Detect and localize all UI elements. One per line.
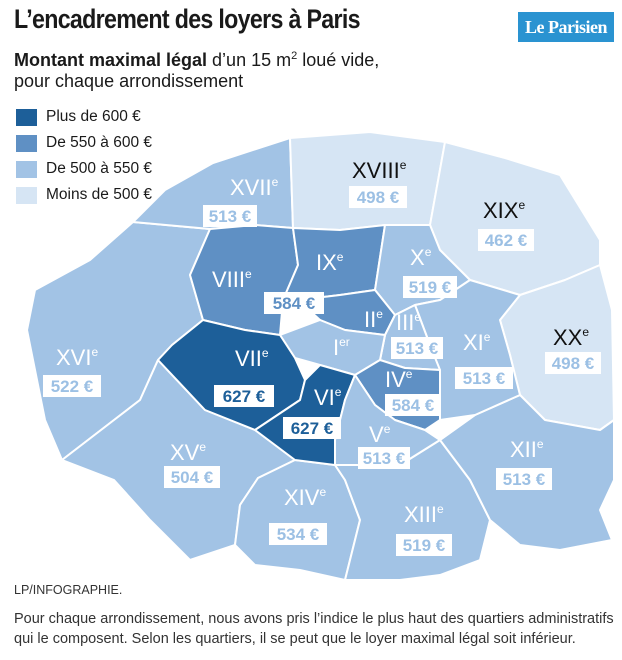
subtitle-text-1-end: loué vide, xyxy=(297,50,380,70)
le-parisien-logo[interactable]: Le Parisien xyxy=(518,12,614,42)
subtitle-line-2: pour chaque arrondissement xyxy=(14,71,244,91)
price-value: 513 € xyxy=(503,470,546,489)
district-label: XXe xyxy=(553,325,589,350)
district-label: XVe xyxy=(170,440,206,465)
price-badge xyxy=(396,534,452,556)
price-badge xyxy=(283,417,341,439)
price-value: 522 € xyxy=(51,377,94,396)
price-value: 584 € xyxy=(392,396,435,415)
price-value: 504 € xyxy=(171,468,214,487)
district-label: IIe xyxy=(364,307,383,332)
price-badge xyxy=(203,205,257,227)
legend-label: De 550 à 600 € xyxy=(46,134,153,151)
legend-swatch xyxy=(16,186,37,204)
logo-text: Le Parisien xyxy=(525,16,608,37)
district-label: XVIIIe xyxy=(352,158,407,183)
price-badge xyxy=(214,385,274,407)
district-6[interactable] xyxy=(254,364,356,466)
price-badge xyxy=(455,367,513,389)
price-value: 519 € xyxy=(409,278,452,297)
legend-label: Plus de 600 € xyxy=(46,108,141,125)
legend-label: De 500 à 550 € xyxy=(46,160,153,177)
footnote: Pour chaque arrondissement, nous avons p… xyxy=(14,611,614,647)
legend-item: Plus de 600 € xyxy=(16,104,152,130)
price-value: 513 € xyxy=(396,339,439,358)
legend-item: Moins de 500 € xyxy=(16,182,152,208)
district-label: IIIe xyxy=(396,310,421,335)
legend-item: De 500 à 550 € xyxy=(16,156,152,182)
price-badge xyxy=(545,352,601,374)
price-value: 513 € xyxy=(209,207,252,226)
price-badge xyxy=(164,466,220,488)
subtitle-bold: Montant maximal légal xyxy=(14,50,208,70)
price-value: 513 € xyxy=(463,369,506,388)
price-value: 513 € xyxy=(363,449,406,468)
price-badge xyxy=(385,394,441,416)
price-value: 534 € xyxy=(277,525,320,544)
district-label: XIVe xyxy=(284,485,326,510)
legend-swatch xyxy=(16,108,37,126)
district-label: XIIe xyxy=(510,437,544,462)
district-label: Xe xyxy=(410,245,432,270)
district-label: XIe xyxy=(463,330,491,355)
price-badge xyxy=(496,468,552,490)
district-label: VIe xyxy=(314,385,342,410)
price-badge xyxy=(349,186,407,208)
credit: LP/INFOGRAPHIE. xyxy=(14,583,123,597)
district-label: VIIe xyxy=(235,346,269,371)
legend-item: De 550 à 600 € xyxy=(16,130,152,156)
price-value: 498 € xyxy=(357,188,400,207)
district-label: Ve xyxy=(369,422,391,447)
price-badge xyxy=(478,229,534,251)
price-badge xyxy=(391,337,443,359)
district-label: IXe xyxy=(316,250,344,275)
district-label: XVIe xyxy=(56,345,98,370)
price-value: 584 € xyxy=(273,294,316,313)
district-label: IVe xyxy=(385,367,413,392)
price-badge xyxy=(269,523,327,545)
price-value: 627 € xyxy=(223,387,266,406)
price-value: 519 € xyxy=(403,536,446,555)
price-badge xyxy=(358,447,410,469)
district-label: XIIIe xyxy=(404,502,444,527)
district-label: VIIIe xyxy=(212,267,252,292)
legend-swatch xyxy=(16,160,37,178)
district-label: XVIIe xyxy=(230,175,279,200)
subtitle: Montant maximal légal d’un 15 m2 loué vi… xyxy=(14,46,434,92)
price-value: 462 € xyxy=(485,231,528,250)
price-badge xyxy=(264,292,324,314)
page-title: L’encadrement des loyers à Paris xyxy=(14,4,361,34)
subtitle-sup: 2 xyxy=(291,50,298,62)
district-label: Ier xyxy=(333,335,350,360)
price-value: 627 € xyxy=(291,419,334,438)
legend-label: Moins de 500 € xyxy=(46,186,152,203)
price-value: 498 € xyxy=(552,354,595,373)
district-label: XIXe xyxy=(483,198,525,223)
legend-swatch xyxy=(16,134,37,152)
legend: Plus de 600 € De 550 à 600 € De 500 à 55… xyxy=(16,104,152,208)
subtitle-text-1: d’un 15 m xyxy=(207,50,292,70)
price-badge xyxy=(403,276,457,298)
price-badge xyxy=(43,375,101,397)
